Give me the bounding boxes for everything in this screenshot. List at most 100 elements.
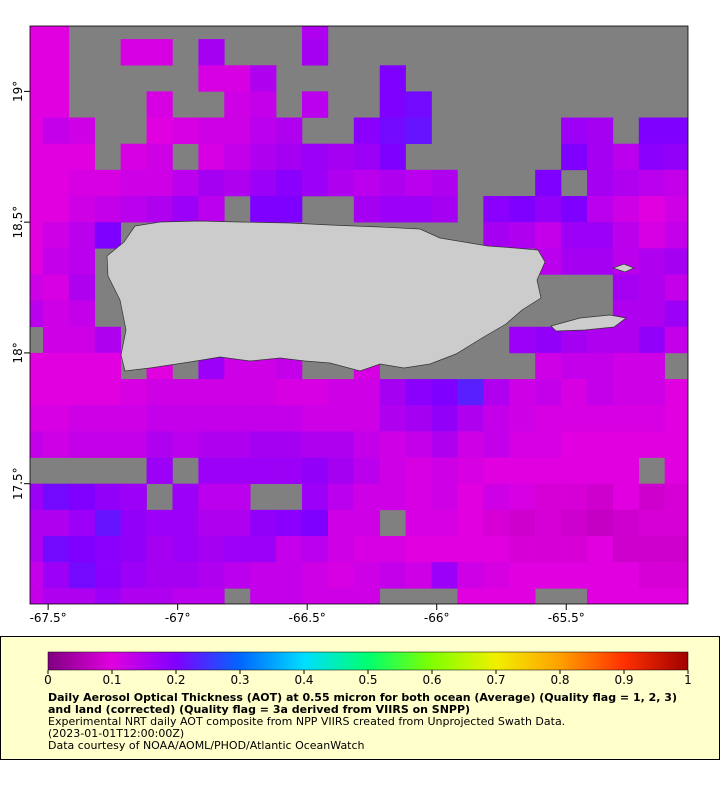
cell: [612, 405, 640, 432]
cell: [638, 326, 665, 354]
cell: [561, 352, 588, 380]
cell: [42, 91, 70, 118]
culebra: [611, 263, 635, 273]
colorbar-tick-label: 0.5: [358, 673, 377, 687]
cell: [172, 405, 199, 432]
cell: [405, 91, 432, 118]
cell: [68, 352, 96, 380]
cell: [42, 562, 70, 589]
cell: [30, 352, 44, 380]
cell: [353, 379, 381, 406]
cell: [146, 91, 173, 118]
cell: [457, 562, 484, 589]
cell: [68, 536, 96, 563]
cell: [664, 117, 688, 144]
cell: [561, 117, 588, 144]
cell: [586, 536, 614, 563]
cell: [353, 143, 381, 171]
cell: [120, 562, 147, 589]
cell: [198, 39, 225, 66]
cell: [42, 431, 70, 458]
cell: [198, 509, 225, 537]
cell: [302, 379, 329, 406]
cell: [302, 143, 329, 171]
cell: [224, 143, 251, 171]
cell: [276, 562, 303, 589]
cell: [146, 405, 173, 432]
cell: [586, 379, 614, 406]
cell: [431, 431, 458, 458]
cell: [612, 352, 640, 380]
cell: [94, 196, 121, 223]
cell: [612, 326, 640, 354]
cell: [94, 352, 121, 380]
cell: [353, 405, 381, 432]
cell: [30, 222, 44, 249]
cell: [379, 483, 406, 511]
y-tick-label: 18.5°: [11, 206, 25, 239]
cell: [612, 457, 640, 484]
cell: [250, 196, 277, 223]
cell: [638, 588, 665, 604]
cell: [431, 483, 458, 511]
cell: [30, 196, 44, 223]
cell: [612, 169, 640, 197]
cell: [586, 196, 614, 223]
axes: -67.5° -67° -66.5° -66° -65.5° 19° 18.5° 18° 17.…: [11, 81, 585, 625]
cell: [664, 300, 688, 328]
cell: [250, 169, 277, 197]
cell: [172, 483, 199, 511]
cell: [94, 169, 121, 197]
cell: [302, 588, 329, 604]
cell: [42, 248, 70, 275]
cell: [302, 562, 329, 589]
cell: [586, 248, 614, 275]
cell: [483, 536, 510, 563]
title: Daily Aerosol Optical Thickness (AOT) at…: [48, 691, 677, 716]
cell: [586, 222, 614, 249]
cell: [405, 431, 432, 458]
cell: [327, 379, 355, 406]
cell: [68, 379, 96, 406]
cell: [612, 222, 640, 249]
cell: [353, 431, 381, 458]
cell: [612, 562, 640, 589]
cell: [224, 405, 251, 432]
cell: [379, 143, 406, 171]
cell: [664, 483, 688, 511]
cell: [30, 588, 44, 604]
cell: [327, 143, 355, 171]
cell: [664, 379, 688, 406]
cell: [30, 117, 44, 144]
cell: [302, 405, 329, 432]
cell: [586, 483, 614, 511]
cell: [353, 457, 381, 484]
cell: [353, 169, 381, 197]
cell: [68, 196, 96, 223]
cell: [664, 405, 688, 432]
cell: [405, 169, 432, 197]
cell: [405, 509, 432, 537]
cell: [120, 588, 147, 604]
cell: [586, 326, 614, 354]
cell: [68, 117, 96, 144]
cell: [276, 117, 303, 144]
cell: [250, 117, 277, 144]
cell: [172, 196, 199, 223]
cell: [42, 274, 70, 301]
cell: [586, 457, 614, 484]
cell: [224, 483, 251, 511]
cell: [172, 379, 199, 406]
cell: [638, 274, 665, 301]
cell: [276, 379, 303, 406]
cell: [146, 39, 173, 66]
cell: [172, 509, 199, 537]
cell: [42, 39, 70, 66]
cell: [224, 457, 251, 484]
note: Data courtesy of NOAA/AOML/PHOD/Atlantic…: [48, 739, 365, 752]
y-tick-label: 18°: [11, 342, 25, 363]
cell: [94, 588, 121, 604]
cell: [68, 326, 96, 354]
cell: [638, 483, 665, 511]
